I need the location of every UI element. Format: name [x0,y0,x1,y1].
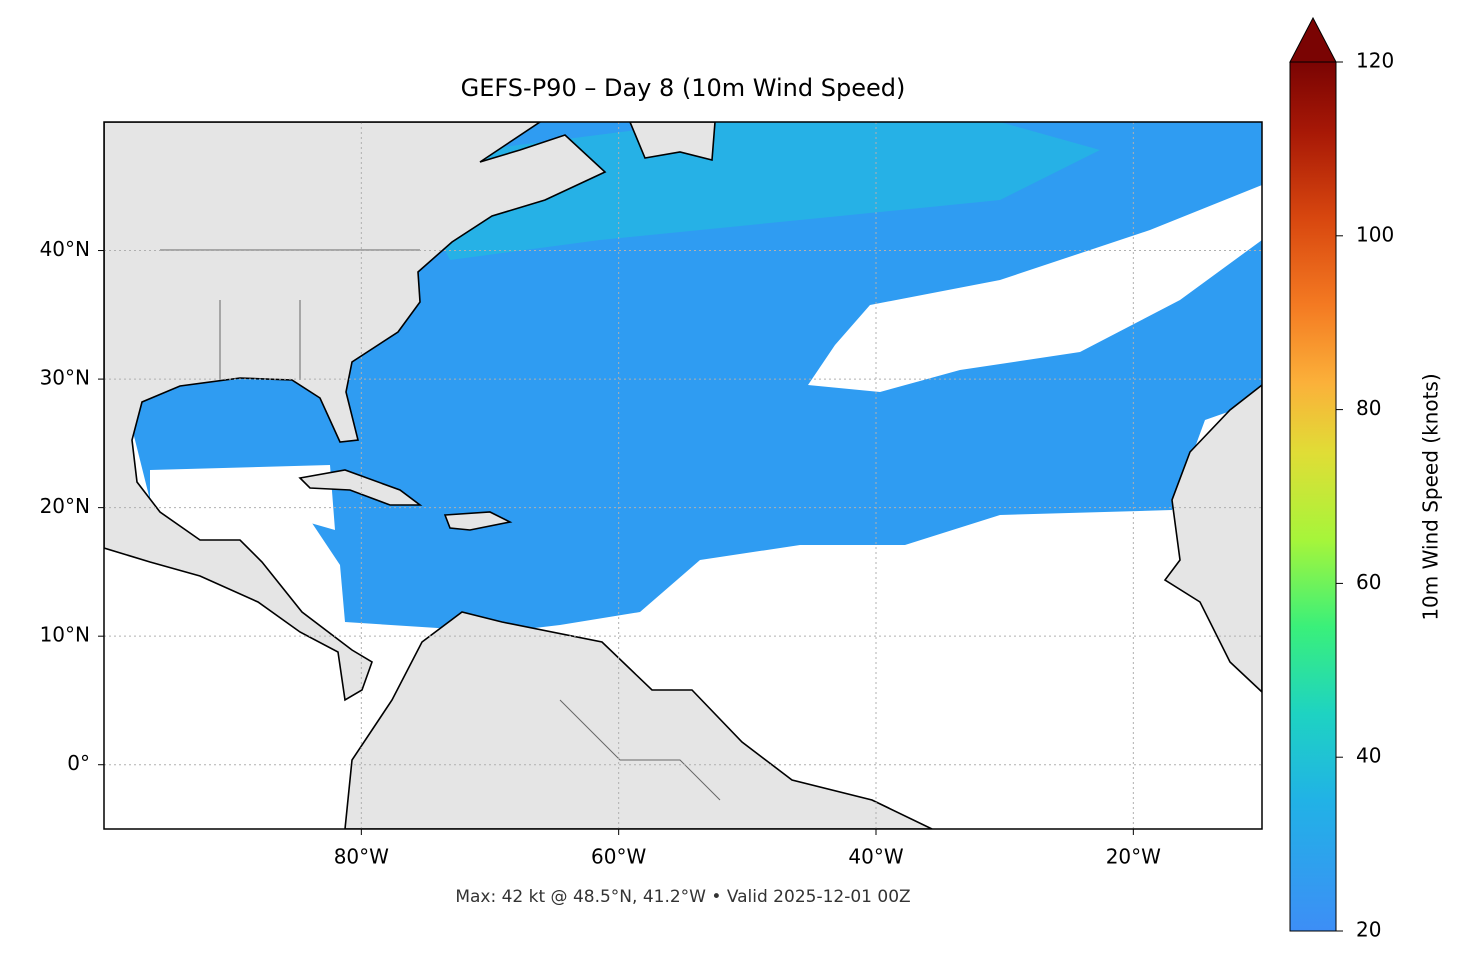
colorbar-extend [1289,16,1337,63]
colorbar [1289,61,1337,932]
plot-frame [103,121,1263,830]
colorbar-label: 10m Wind Speed (knots) [1419,373,1443,620]
y-tick-label: 0° [67,751,90,775]
y-tick-label: 10°N [40,623,90,647]
colorbar-tick-label: 40 [1356,744,1381,768]
colorbar-tick-label: 20 [1356,918,1381,942]
x-tick-label: 80°W [334,845,389,869]
map-layers [104,122,1262,829]
colorbar-tick-label: 120 [1356,49,1394,73]
annotation: Max: 42 kt @ 48.5°N, 41.2°W • Valid 2025… [455,887,910,907]
land [104,122,1262,829]
x-tick-label: 20°W [1106,845,1161,869]
y-tick-label: 20°N [40,494,90,518]
y-tick-label: 30°N [40,366,90,390]
colorbar-tick-label: 60 [1356,570,1381,594]
x-tick-label: 40°W [848,845,903,869]
y-tick-label: 40°N [40,237,90,261]
colorbar-tick-label: 80 [1356,396,1381,420]
x-tick-label: 60°W [591,845,646,869]
chart-title: GEFS-P90 – Day 8 (10m Wind Speed) [461,74,906,102]
axes-layer: 80°W 60°W 40°W 20°W 0° 10°N 20°N 30°N 40°N 20 40 60… [40,49,1395,942]
colorbar-tick-label: 100 [1356,222,1394,246]
